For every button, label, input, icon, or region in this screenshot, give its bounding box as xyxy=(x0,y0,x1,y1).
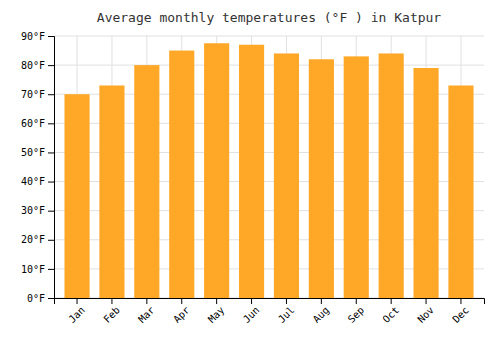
tick-label: Apr xyxy=(171,304,192,325)
x-tick: Mar xyxy=(136,298,157,325)
bar xyxy=(169,51,194,298)
bar xyxy=(204,43,229,298)
tick-mark xyxy=(146,298,147,304)
grid-line-y xyxy=(54,65,484,66)
y-tick: 10°F xyxy=(21,264,54,275)
tick-mark xyxy=(321,298,322,304)
plot: 0°F 10°F 20°F 30°F 40°F 50°F 60°F 70°F 80°F 90°F J… xyxy=(21,31,485,325)
x-tick: Jul xyxy=(276,298,297,325)
bar xyxy=(379,53,404,298)
x-tick: Feb xyxy=(101,298,122,325)
tick-label: May xyxy=(206,304,227,325)
bar xyxy=(448,85,473,298)
tick-label: 90°F xyxy=(21,31,45,42)
x-tick: Sep xyxy=(346,298,367,325)
grid-line-y xyxy=(54,36,484,37)
y-tick: 0°F xyxy=(27,293,54,304)
y-tick: 30°F xyxy=(21,205,54,216)
tick-mark xyxy=(48,65,54,66)
tick-mark xyxy=(286,298,287,304)
tick-mark xyxy=(426,298,427,304)
tick-label: Aug xyxy=(311,304,332,325)
y-tick: 50°F xyxy=(21,147,54,158)
tick-mark xyxy=(391,298,392,304)
y-tick: 60°F xyxy=(21,118,54,129)
x-axis: Jan Feb Mar Apr May Jun Jul Aug Sep Oct Nov Dec xyxy=(55,298,485,325)
tick-label: Nov xyxy=(415,304,436,325)
tick-mark xyxy=(216,298,217,304)
tick-label: 0°F xyxy=(27,293,45,304)
y-tick: 80°F xyxy=(21,60,54,71)
x-tick: Jan xyxy=(66,298,87,325)
tick-mark xyxy=(48,123,54,124)
x-tick: Oct xyxy=(381,298,402,325)
axis-line xyxy=(48,37,55,299)
tick-label: Feb xyxy=(101,304,122,325)
tick-label: 10°F xyxy=(21,264,45,275)
tick-label: Jan xyxy=(66,304,87,325)
title: Average monthly temperatures (°F ) in Ka… xyxy=(97,10,442,25)
bar xyxy=(99,85,124,298)
tick-label: 80°F xyxy=(21,60,45,71)
bar xyxy=(274,53,299,298)
tick-label: Jul xyxy=(276,304,297,325)
tick-mark xyxy=(48,211,54,212)
tick-mark xyxy=(48,152,54,153)
y-axis: 0°F 10°F 20°F 30°F 40°F 50°F 60°F 70°F 80°F 90°F xyxy=(21,31,55,304)
tick-label: Jun xyxy=(241,304,262,325)
tick-label: 70°F xyxy=(21,89,45,100)
tick-mark xyxy=(48,298,54,299)
tick-label: Dec xyxy=(450,304,471,325)
x-tick: Apr xyxy=(171,298,192,325)
tick-label: 30°F xyxy=(21,205,45,216)
tick-mark xyxy=(356,298,357,304)
tick-label: 40°F xyxy=(21,176,45,187)
y-tick: 20°F xyxy=(21,234,54,245)
bar xyxy=(413,68,438,298)
bar xyxy=(64,94,89,298)
x-tick: May xyxy=(206,298,227,325)
tick-label: 20°F xyxy=(21,234,45,245)
tick-mark xyxy=(48,240,54,241)
tick-mark xyxy=(48,269,54,270)
chart: 0°F 10°F 20°F 30°F 40°F 50°F 60°F 70°F 80°F 90°F J… xyxy=(0,0,500,350)
tick-mark xyxy=(111,298,112,304)
y-tick: 90°F xyxy=(21,31,54,42)
tick-mark xyxy=(77,298,78,304)
x-tick: Nov xyxy=(415,298,436,325)
grid xyxy=(54,36,484,298)
tick-mark xyxy=(48,182,54,183)
tick-label: 60°F xyxy=(21,118,45,129)
tick-label: Sep xyxy=(346,304,367,325)
tick-mark xyxy=(251,298,252,304)
tick-mark xyxy=(48,36,54,37)
tick-mark xyxy=(460,298,461,304)
x-tick: Jun xyxy=(241,298,262,325)
x-tick: Aug xyxy=(311,298,332,325)
bar xyxy=(309,59,334,298)
x-tick: Dec xyxy=(450,298,471,325)
bar xyxy=(134,65,159,298)
tick-mark xyxy=(48,94,54,95)
axis-line xyxy=(55,299,485,305)
bar xyxy=(239,45,264,298)
bar xyxy=(344,56,369,298)
tick-label: Oct xyxy=(381,304,402,325)
tick-label: Mar xyxy=(136,304,157,325)
y-tick: 70°F xyxy=(21,89,54,100)
tick-label: 50°F xyxy=(21,147,45,158)
tick-mark xyxy=(181,298,182,304)
y-tick: 40°F xyxy=(21,176,54,187)
bars xyxy=(64,43,473,298)
